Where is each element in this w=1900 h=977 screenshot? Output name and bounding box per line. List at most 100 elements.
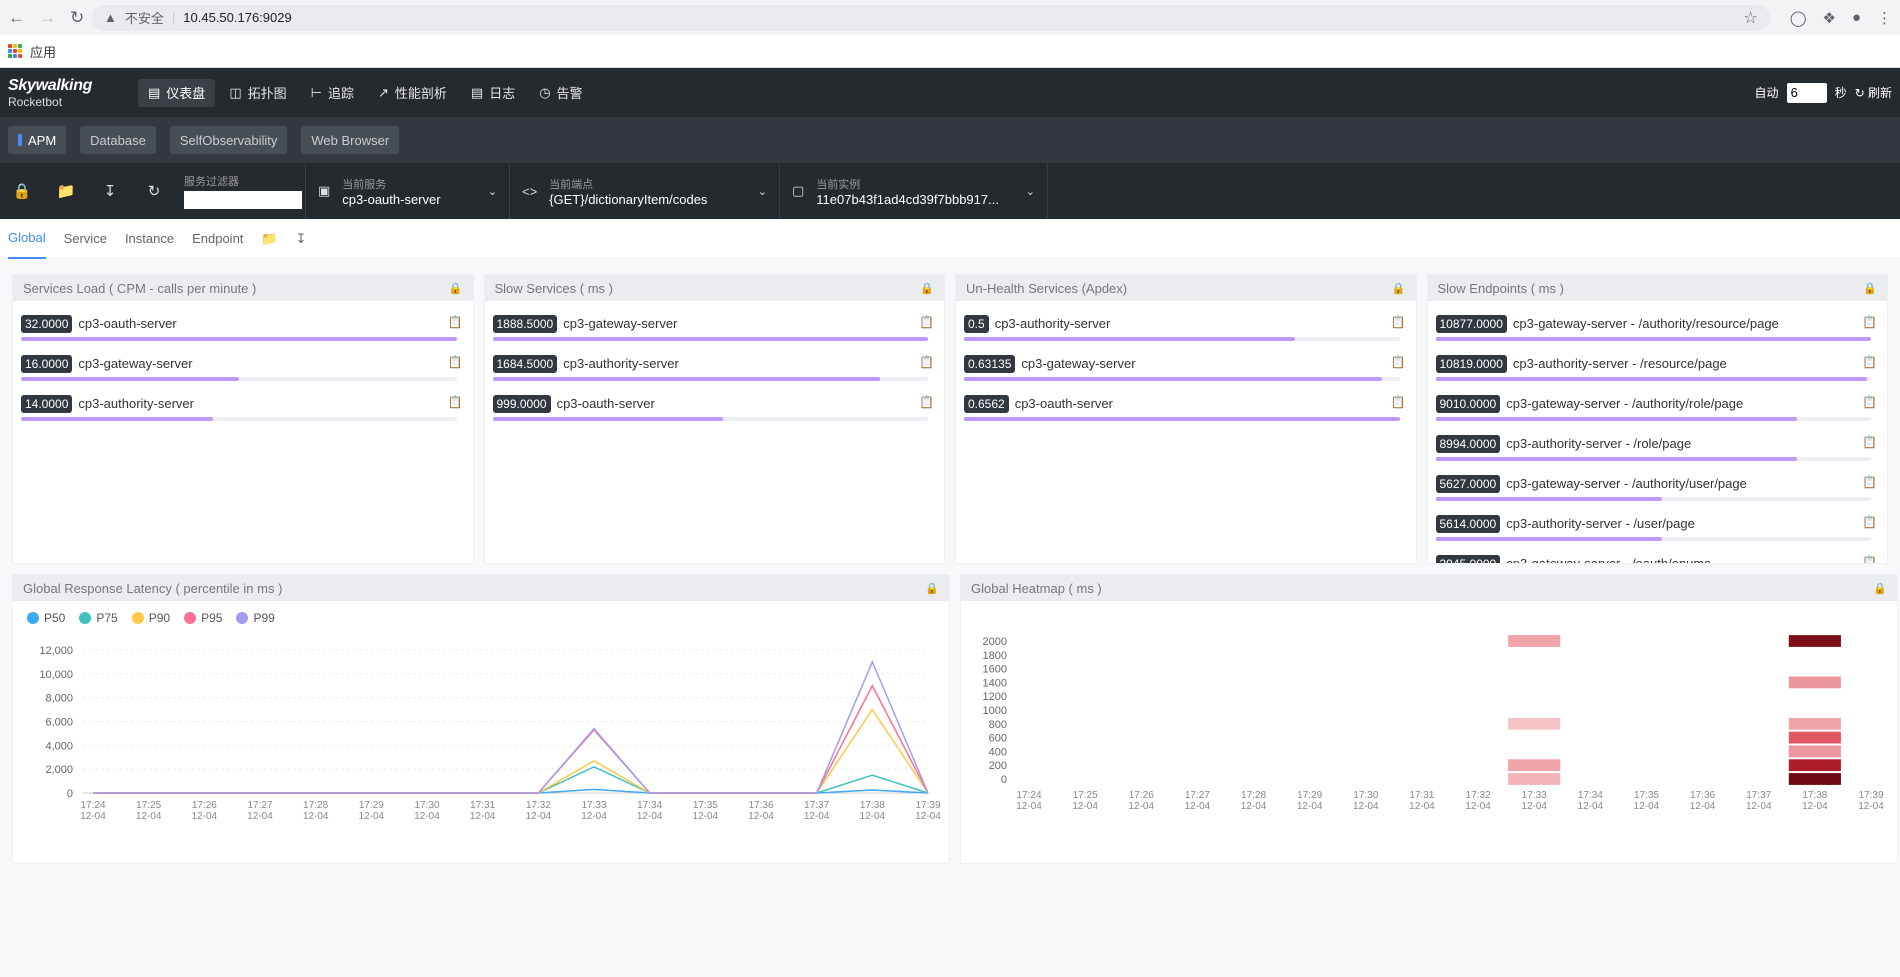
extension-circle-icon[interactable]: ◯ <box>1789 9 1807 27</box>
lock-icon[interactable]: 🔒 <box>925 582 939 595</box>
lock-icon[interactable]: 🔒 <box>1391 282 1406 295</box>
lock-button[interactable]: 🔒 <box>0 182 44 200</box>
puzzle-icon[interactable]: ❖ <box>1822 9 1836 27</box>
profile-icon[interactable]: ● <box>1851 8 1861 26</box>
clipboard-icon[interactable]: 📋 <box>447 315 463 329</box>
value-badge: 5614.0000 <box>1435 515 1501 533</box>
clipboard-icon[interactable]: 📋 <box>1390 395 1406 409</box>
value-badge: 16.0000 <box>21 355 73 373</box>
folder-button[interactable]: 📁 <box>44 182 88 200</box>
clipboard-icon[interactable]: 📋 <box>1862 515 1877 529</box>
y-tick-label: 8,000 <box>45 693 73 705</box>
clipboard-icon[interactable]: 📋 <box>1390 315 1406 329</box>
menu-item-alarm[interactable]: ◷ 告警 <box>529 79 592 107</box>
legend-item[interactable]: P50 <box>27 611 65 625</box>
lock-icon[interactable]: 🔒 <box>920 282 934 295</box>
panel-title: Global Response Latency ( percentile in … <box>13 575 949 601</box>
lock-icon[interactable]: 🔒 <box>1873 582 1887 595</box>
refresh-label: 刷新 <box>1867 86 1892 100</box>
value-badge: 3945.0000 <box>1435 555 1501 563</box>
entries: 10877.0000 cp3-gateway-server - /authorit… <box>1428 301 1888 564</box>
clipboard-icon[interactable]: 📋 <box>1862 555 1877 564</box>
menu-item-profile[interactable]: ↗ 性能剖析 <box>368 79 457 107</box>
clipboard-icon[interactable]: 📋 <box>1862 395 1877 409</box>
x-tick-label: 17:34 <box>1578 790 1603 801</box>
bookmark-star-icon[interactable]: ☆ <box>1743 9 1758 27</box>
bookmark-apps[interactable]: 应用 <box>30 44 57 60</box>
tab-endpoint[interactable]: Endpoint <box>192 231 244 246</box>
legend-dot <box>79 612 92 624</box>
refresh-interval-input[interactable] <box>1786 82 1827 103</box>
folder-icon: 📁 <box>56 183 76 200</box>
clipboard-icon[interactable]: 📋 <box>919 315 934 329</box>
menu-item-dashboard[interactable]: ▤ 仪表盘 <box>138 78 216 107</box>
download-icon[interactable]: ↧ <box>295 230 307 246</box>
auto-label: 自动 <box>1754 86 1779 100</box>
legend-item[interactable]: P90 <box>131 611 170 625</box>
menu-label: 日志 <box>489 86 516 101</box>
clipboard-icon[interactable]: 📋 <box>1862 315 1877 329</box>
lock-icon[interactable]: 🔒 <box>448 282 463 295</box>
sync-button[interactable]: ↻ <box>132 182 176 200</box>
menu-label: 追踪 <box>327 86 354 101</box>
instance-select[interactable]: ▢ 当前实例 11e07b43f1ad4cd39f7bbb917... ⌄ <box>780 163 1048 219</box>
reload-icon[interactable]: ↻ <box>70 7 85 27</box>
x-tick-date: 12-04 <box>414 811 440 822</box>
item-name: cp3-gateway-server <box>78 356 193 371</box>
code-icon: <> <box>522 183 538 199</box>
clipboard-icon[interactable]: 📋 <box>447 355 463 369</box>
progress-bar <box>1435 377 1871 381</box>
panel-title-text: Slow Endpoints ( ms ) <box>1437 280 1564 296</box>
clipboard-icon[interactable]: 📋 <box>919 395 934 409</box>
heatmap-cell <box>1788 717 1841 730</box>
y-tick-label: 2000 <box>983 636 1007 648</box>
address-bar[interactable]: ▲ 不安全 | 10.45.50.176:9029 ☆ <box>92 4 1770 31</box>
legend-label: P75 <box>96 611 118 625</box>
list-item: 5614.0000 cp3-authority-server - /user/pa… <box>1435 507 1880 547</box>
x-tick-label: 17:30 <box>414 800 439 811</box>
tab-service[interactable]: Service <box>63 231 107 246</box>
x-tick-label: 17:25 <box>1073 790 1098 801</box>
back-icon[interactable]: ← <box>8 7 25 27</box>
dash-tab-database[interactable]: Database <box>80 126 156 154</box>
clipboard-icon[interactable]: 📋 <box>1862 355 1877 369</box>
x-tick-label: 17:29 <box>359 800 384 811</box>
more-icon[interactable]: ⋮ <box>1877 9 1892 27</box>
refresh-button[interactable]: ↻ 刷新 <box>1855 84 1892 101</box>
list-item: 999.0000 cp3-oauth-server 📋 <box>492 387 937 427</box>
apps-grid-icon[interactable] <box>8 44 22 58</box>
service-filter-input[interactable] <box>184 191 302 209</box>
tab-global[interactable]: Global <box>8 219 46 259</box>
clipboard-icon[interactable]: 📋 <box>919 355 934 369</box>
clipboard-icon[interactable]: 📋 <box>1862 435 1877 449</box>
forward-icon[interactable]: → <box>39 7 56 27</box>
dash-tab-apm[interactable]: APM <box>8 126 67 154</box>
menu-item-topology[interactable]: ◫ 拓扑图 <box>219 79 296 107</box>
legend-item[interactable]: P99 <box>236 611 275 625</box>
slow-endpoints-panel: Slow Endpoints ( ms ) 🔒 10877.0000 cp3-gat… <box>1426 274 1888 564</box>
legend-item[interactable]: P75 <box>79 611 118 625</box>
dash-tab-web-browser[interactable]: Web Browser <box>301 126 400 154</box>
panel-title-text: Global Heatmap ( ms ) <box>971 580 1102 596</box>
heatmap-cell <box>1788 773 1841 785</box>
progress-fill <box>492 417 724 421</box>
menu-item-trace[interactable]: ⊢ 追踪 <box>301 79 364 107</box>
clipboard-icon[interactable]: 📋 <box>447 395 463 409</box>
clipboard-icon[interactable]: 📋 <box>1862 475 1877 489</box>
service-select[interactable]: ▣ 当前服务 cp3-oauth-server ⌄ <box>306 163 510 219</box>
legend-item[interactable]: P95 <box>184 611 222 625</box>
legend-dot <box>236 612 249 624</box>
endpoint-select[interactable]: <> 当前端点 {GET}/dictionaryItem/codes ⌄ <box>510 163 780 219</box>
progress-bar <box>1435 497 1871 501</box>
dash-tab-selfobservability[interactable]: SelfObservability <box>169 126 288 154</box>
folder-icon[interactable]: 📁 <box>261 230 278 246</box>
alarm-icon: ◷ <box>539 84 551 100</box>
progress-bar <box>21 417 457 421</box>
menu-item-log[interactable]: ▤ 日志 <box>461 79 525 107</box>
lock-icon[interactable]: 🔒 <box>1863 282 1877 295</box>
clipboard-icon[interactable]: 📋 <box>1390 355 1406 369</box>
x-tick-label: 17:29 <box>1297 790 1322 801</box>
tab-instance[interactable]: Instance <box>124 231 175 246</box>
download-button[interactable]: ↧ <box>88 182 132 200</box>
y-tick-label: 600 <box>989 733 1007 745</box>
